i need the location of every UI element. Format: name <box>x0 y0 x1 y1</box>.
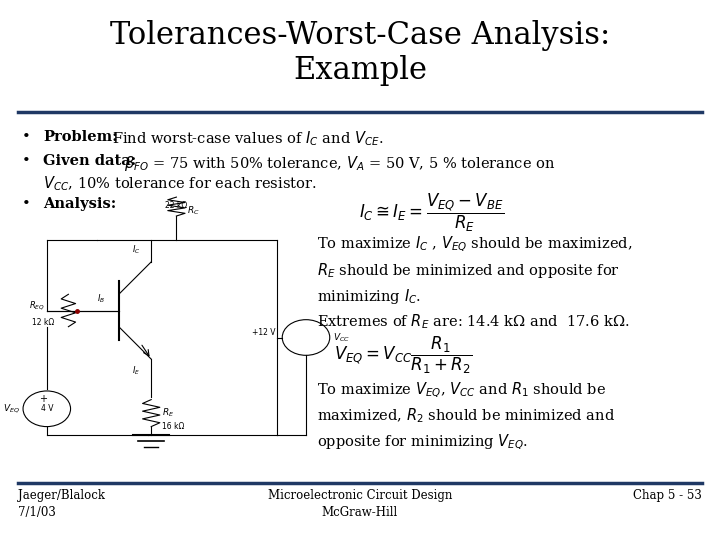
Text: Tolerances-Worst-Case Analysis:: Tolerances-Worst-Case Analysis: <box>110 19 610 51</box>
Text: 12 kΩ: 12 kΩ <box>32 318 55 327</box>
Text: To maximize $I_C$ , $V_{EQ}$ should be maximized,: To maximize $I_C$ , $V_{EQ}$ should be m… <box>317 235 632 254</box>
Text: opposite for minimizing $V_{EQ}$.: opposite for minimizing $V_{EQ}$. <box>317 433 528 452</box>
Text: +12 V: +12 V <box>251 328 275 336</box>
Text: To maximize $V_{EQ}$, $V_{CC}$ and $R_1$ should be: To maximize $V_{EQ}$, $V_{CC}$ and $R_1$… <box>317 381 606 400</box>
Text: Problem:: Problem: <box>43 130 118 144</box>
Text: 22 kΩ: 22 kΩ <box>166 200 187 210</box>
Text: Jaeger/Blalock
7/1/03: Jaeger/Blalock 7/1/03 <box>18 489 105 519</box>
Text: Extremes of $R_E$ are: 14.4 kΩ and  17.6 kΩ.: Extremes of $R_E$ are: 14.4 kΩ and 17.6 … <box>317 313 629 332</box>
Text: $V_{CC}$, 10% tolerance for each resistor.: $V_{CC}$, 10% tolerance for each resisto… <box>43 174 317 193</box>
Text: Find worst-case values of $I_C$ and $V_{CE}$.: Find worst-case values of $I_C$ and $V_{… <box>112 130 383 148</box>
Text: Analysis:: Analysis: <box>43 197 117 211</box>
Text: $I_E$: $I_E$ <box>132 364 140 377</box>
Text: minimizing $I_C$.: minimizing $I_C$. <box>317 287 421 306</box>
Text: $R_C$: $R_C$ <box>187 205 200 217</box>
Text: $I_B$: $I_B$ <box>97 293 105 305</box>
Text: $V_{EQ} = V_{CC} \dfrac{R_1}{R_1+R_2}$: $V_{EQ} = V_{CC} \dfrac{R_1}{R_1+R_2}$ <box>334 335 472 376</box>
Text: •: • <box>22 154 30 168</box>
Text: +: + <box>39 394 48 404</box>
Text: $V_{CC}$: $V_{CC}$ <box>333 331 351 344</box>
Text: $I_C \cong I_E = \dfrac{V_{EQ}-V_{BE}}{R_E}$: $I_C \cong I_E = \dfrac{V_{EQ}-V_{BE}}{R… <box>359 192 505 234</box>
Text: •: • <box>22 197 30 211</box>
Text: 16 kΩ: 16 kΩ <box>162 422 184 431</box>
Text: Given data:: Given data: <box>43 154 137 168</box>
Text: Microelectronic Circuit Design
McGraw-Hill: Microelectronic Circuit Design McGraw-Hi… <box>268 489 452 519</box>
Text: $R_E$: $R_E$ <box>162 407 174 420</box>
Text: $\beta_{FO}$ = 75 with 50% tolerance, $V_A$ = 50 V, 5 % tolerance on: $\beta_{FO}$ = 75 with 50% tolerance, $V… <box>124 154 555 173</box>
Text: Chap 5 - 53: Chap 5 - 53 <box>633 489 702 502</box>
Text: $I_C$: $I_C$ <box>132 244 140 256</box>
Text: $V_{EQ}$: $V_{EQ}$ <box>3 402 19 415</box>
Text: maximized, $R_2$ should be minimized and: maximized, $R_2$ should be minimized and <box>317 407 615 426</box>
Text: Example: Example <box>293 55 427 86</box>
Text: 4 V: 4 V <box>40 404 53 413</box>
Text: $R_E$ should be minimized and opposite for: $R_E$ should be minimized and opposite f… <box>317 261 620 280</box>
Text: •: • <box>22 130 30 144</box>
Text: $R_{EQ}$: $R_{EQ}$ <box>29 299 45 312</box>
